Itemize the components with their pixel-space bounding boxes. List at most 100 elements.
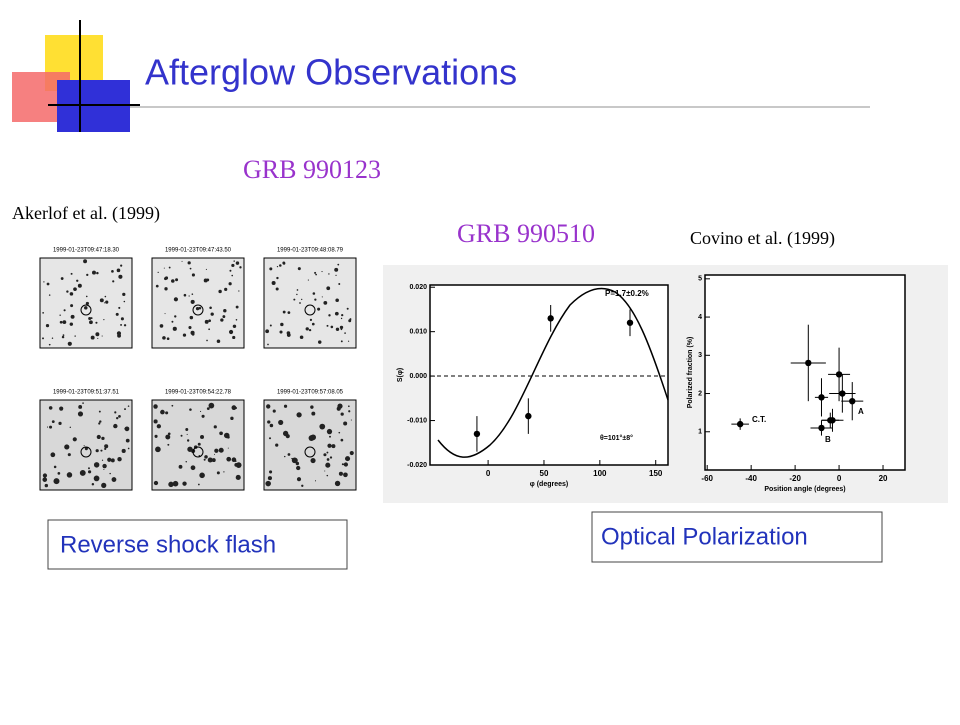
star: [78, 405, 83, 409]
star: [115, 312, 119, 316]
star: [46, 426, 49, 428]
star: [67, 453, 71, 457]
star: [323, 300, 328, 305]
star: [123, 324, 127, 327]
star: [118, 415, 121, 418]
star: [206, 407, 210, 411]
grb-label: GRB 990510: [457, 219, 595, 248]
star: [314, 480, 317, 482]
caption-box: [47, 519, 348, 570]
star: [200, 410, 202, 413]
star: [122, 292, 126, 296]
star: [104, 295, 107, 298]
star: [232, 335, 236, 340]
star: [102, 463, 107, 469]
point: [818, 394, 825, 401]
star: [155, 284, 159, 288]
star: [164, 277, 167, 281]
star: [348, 405, 350, 408]
star: [45, 324, 50, 328]
star: [104, 444, 109, 449]
star: [178, 464, 183, 469]
star: [199, 472, 205, 479]
star: [175, 278, 179, 282]
star: [74, 335, 76, 337]
frame-label: 1999-01-23T09:47:18.30: [53, 248, 120, 254]
star: [116, 268, 121, 273]
star: [95, 449, 99, 453]
star: [326, 474, 329, 477]
star: [234, 460, 237, 462]
star: [197, 483, 200, 486]
star: [111, 477, 117, 482]
x-tick-label: -40: [745, 474, 757, 483]
star: [96, 271, 99, 275]
star: [210, 312, 214, 316]
star: [49, 425, 53, 429]
star: [70, 304, 74, 308]
star: [310, 405, 314, 409]
annotation: θ=101°±8°: [600, 434, 633, 442]
star: [301, 484, 304, 487]
star: [282, 430, 289, 437]
star: [295, 461, 300, 466]
star: [276, 265, 279, 268]
star: [269, 470, 273, 474]
star: [284, 455, 286, 458]
star: [343, 462, 349, 467]
star: [64, 444, 70, 450]
star: [267, 343, 269, 346]
star: [88, 467, 90, 470]
star: [153, 480, 159, 486]
star: [118, 274, 123, 279]
star: [338, 283, 341, 286]
star: [309, 318, 313, 321]
star: [348, 410, 351, 413]
star: [182, 333, 187, 337]
star: [182, 481, 187, 486]
star: [343, 463, 345, 465]
star: [186, 439, 190, 442]
star: [195, 307, 200, 311]
star: [305, 327, 309, 331]
star: [287, 453, 291, 456]
star: [172, 480, 179, 487]
target-ring: [192, 304, 204, 316]
star: [204, 455, 208, 459]
star: [98, 422, 101, 425]
star: [341, 313, 344, 317]
star: [227, 447, 229, 449]
star: [98, 410, 101, 413]
y-tick-label: 3: [698, 352, 702, 359]
star: [204, 319, 209, 324]
star: [282, 310, 286, 314]
star: [110, 458, 115, 463]
star: [209, 306, 212, 309]
star: [188, 325, 192, 330]
x-tick-label: -60: [701, 474, 713, 483]
star: [337, 263, 340, 266]
star: [186, 433, 188, 435]
star: [113, 423, 118, 429]
star: [62, 334, 65, 336]
x-tick-label: 150: [649, 469, 663, 478]
star: [117, 457, 122, 462]
star: [296, 289, 299, 291]
star: [205, 268, 207, 270]
star: [164, 313, 166, 315]
star: [329, 435, 331, 438]
star: [327, 443, 332, 448]
star: [95, 332, 100, 337]
title: Afterglow Observations: [145, 52, 517, 93]
star: [69, 426, 71, 429]
y-tick-label: 2: [698, 390, 702, 397]
star: [223, 308, 227, 313]
star: [116, 416, 119, 420]
star: [187, 261, 191, 265]
star: [228, 282, 232, 286]
star: [103, 468, 105, 470]
star: [95, 462, 98, 465]
frame-label: 1999-01-23T09:51:37.51: [53, 390, 120, 396]
star: [59, 406, 64, 411]
